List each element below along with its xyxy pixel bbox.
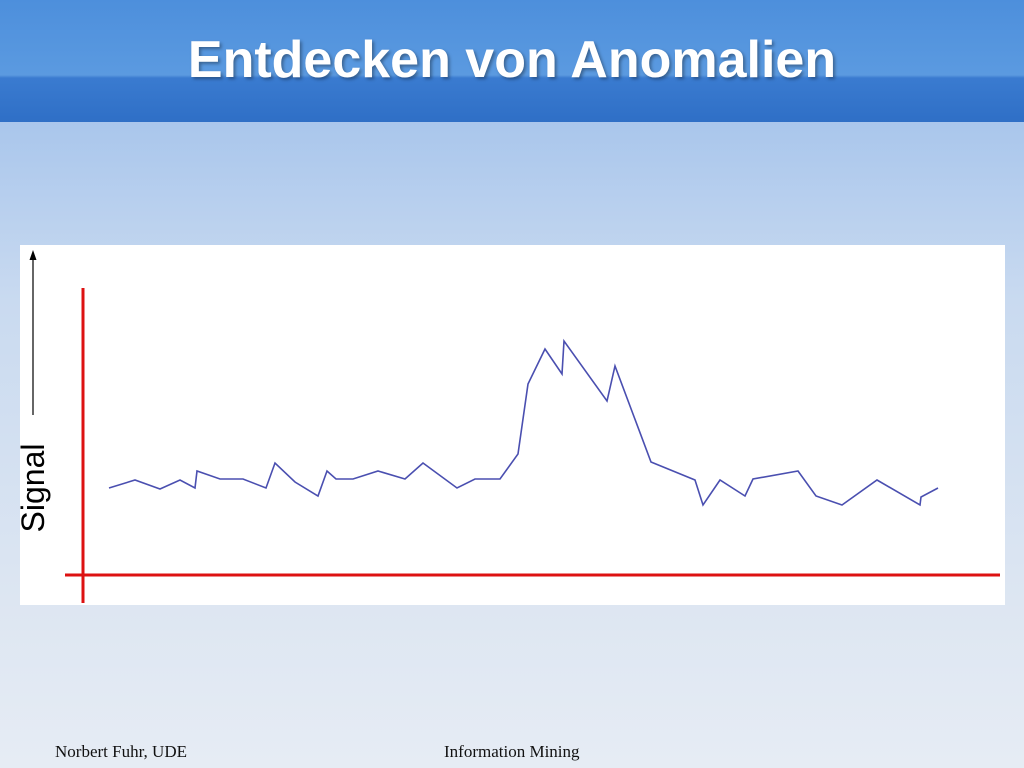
signal-line bbox=[108, 338, 939, 507]
slide-title: Entdecken von Anomalien bbox=[187, 31, 837, 89]
header-bar bbox=[0, 0, 1024, 122]
y-axis-label: Signal bbox=[15, 444, 51, 533]
footer-left: Norbert Fuhr, UDE bbox=[55, 742, 187, 761]
arrow-head bbox=[29, 250, 37, 260]
chart-area bbox=[20, 245, 1005, 605]
footer-center: Information Mining bbox=[444, 742, 580, 761]
